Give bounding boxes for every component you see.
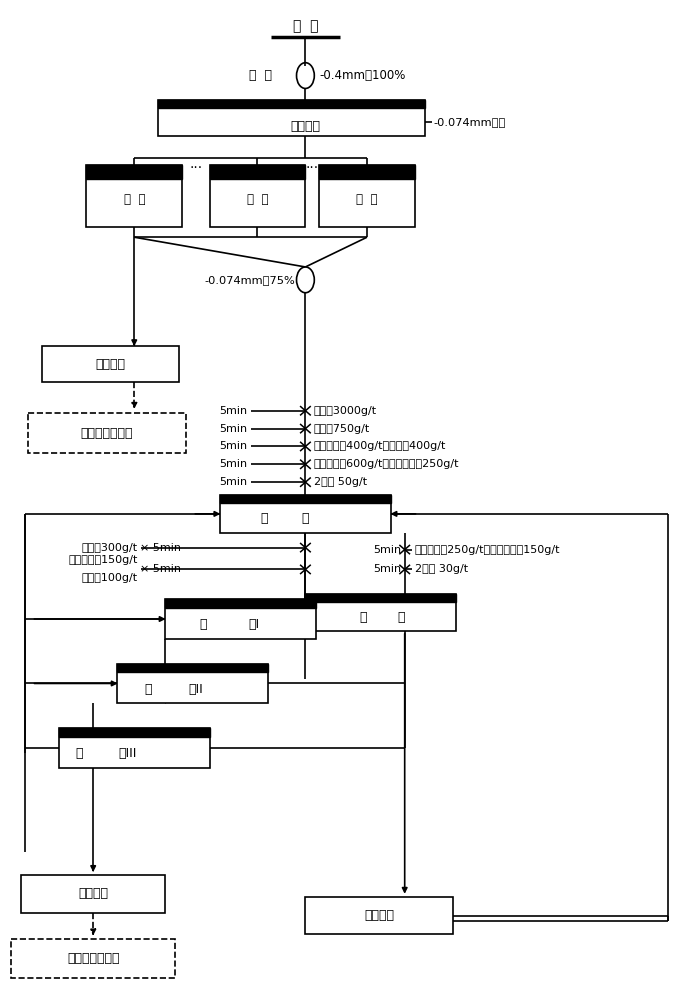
Bar xyxy=(42,346,179,382)
Bar xyxy=(209,165,306,227)
Bar xyxy=(59,728,209,737)
Text: 选: 选 xyxy=(398,611,405,624)
Text: ···: ··· xyxy=(306,161,319,175)
Text: × 5min: × 5min xyxy=(140,543,181,553)
Bar xyxy=(165,599,316,608)
Text: 碳酸钠3000g/t: 碳酸钠3000g/t xyxy=(314,406,377,416)
Text: 加压浸出回收铀: 加压浸出回收铀 xyxy=(80,427,133,440)
Text: 分级重选: 分级重选 xyxy=(290,120,320,133)
Text: 5min: 5min xyxy=(219,477,247,487)
Text: 原  矿: 原 矿 xyxy=(292,19,318,33)
Bar xyxy=(158,100,426,136)
Text: ···: ··· xyxy=(189,161,202,175)
Text: 选: 选 xyxy=(301,512,309,525)
Text: 水玻璃300g/t: 水玻璃300g/t xyxy=(82,543,138,553)
Bar xyxy=(306,594,456,602)
Text: 5min: 5min xyxy=(373,564,401,574)
Text: 精: 精 xyxy=(76,747,83,760)
Bar xyxy=(87,165,182,179)
Bar xyxy=(220,495,391,533)
Text: 5min: 5min xyxy=(219,441,247,451)
Text: 硫酸铝100g/t: 硫酸铝100g/t xyxy=(82,573,138,583)
Text: 摇  床: 摇 床 xyxy=(247,193,268,206)
Text: 浮选精矿: 浮选精矿 xyxy=(78,887,108,900)
Text: 2号油 30g/t: 2号油 30g/t xyxy=(415,564,468,574)
Text: 精: 精 xyxy=(144,683,152,696)
Text: 苯甲羟肟酸600g/t，氧化石蜡皂250g/t: 苯甲羟肟酸600g/t，氧化石蜡皂250g/t xyxy=(314,459,459,469)
Bar xyxy=(117,664,267,703)
Text: 选I: 选I xyxy=(249,618,260,631)
Text: 搅拌浸出回收铀: 搅拌浸出回收铀 xyxy=(67,952,119,965)
Text: 5min: 5min xyxy=(219,459,247,469)
Bar xyxy=(28,413,186,453)
Text: 水玻璃750g/t: 水玻璃750g/t xyxy=(314,424,370,434)
Bar xyxy=(319,165,415,179)
Bar xyxy=(220,495,391,503)
Bar xyxy=(117,664,267,672)
Bar xyxy=(209,165,306,179)
Text: 苯甲羟肟酸250g/t，氧化石蜡皂150g/t: 苯甲羟肟酸250g/t，氧化石蜡皂150g/t xyxy=(415,545,561,555)
Text: 六偏磷酸钠400g/t，硫酸铝400g/t: 六偏磷酸钠400g/t，硫酸铝400g/t xyxy=(314,441,446,451)
Text: × 5min: × 5min xyxy=(140,564,181,574)
Text: -0.074mm占75%: -0.074mm占75% xyxy=(204,275,295,285)
Bar xyxy=(59,728,209,768)
Text: 精: 精 xyxy=(199,618,207,631)
Text: 2号油 50g/t: 2号油 50g/t xyxy=(314,477,367,487)
Text: -0.074mm粒级: -0.074mm粒级 xyxy=(433,117,506,127)
Bar xyxy=(306,897,453,934)
Text: 5min: 5min xyxy=(219,424,247,434)
Text: 摇  床: 摇 床 xyxy=(356,193,378,206)
Text: 选III: 选III xyxy=(119,747,137,760)
Text: 选II: 选II xyxy=(188,683,203,696)
Bar xyxy=(21,875,165,913)
Text: 摇  床: 摇 床 xyxy=(123,193,145,206)
Bar xyxy=(165,599,316,639)
Text: 5min: 5min xyxy=(219,406,247,416)
Text: -0.4mm占100%: -0.4mm占100% xyxy=(319,69,405,82)
Text: 六偏磷酸钠150g/t: 六偏磷酸钠150g/t xyxy=(69,555,138,565)
Text: 粗: 粗 xyxy=(261,512,268,525)
Bar xyxy=(11,939,175,978)
Text: 磨  矿: 磨 矿 xyxy=(249,69,272,82)
Bar xyxy=(158,100,426,108)
Bar xyxy=(87,165,182,227)
Text: 浮选尾矿: 浮选尾矿 xyxy=(364,909,394,922)
Text: 重选精矿: 重选精矿 xyxy=(96,358,125,371)
Text: 扫: 扫 xyxy=(360,611,367,624)
Bar xyxy=(319,165,415,227)
Bar xyxy=(306,594,456,631)
Text: 5min: 5min xyxy=(373,545,401,555)
